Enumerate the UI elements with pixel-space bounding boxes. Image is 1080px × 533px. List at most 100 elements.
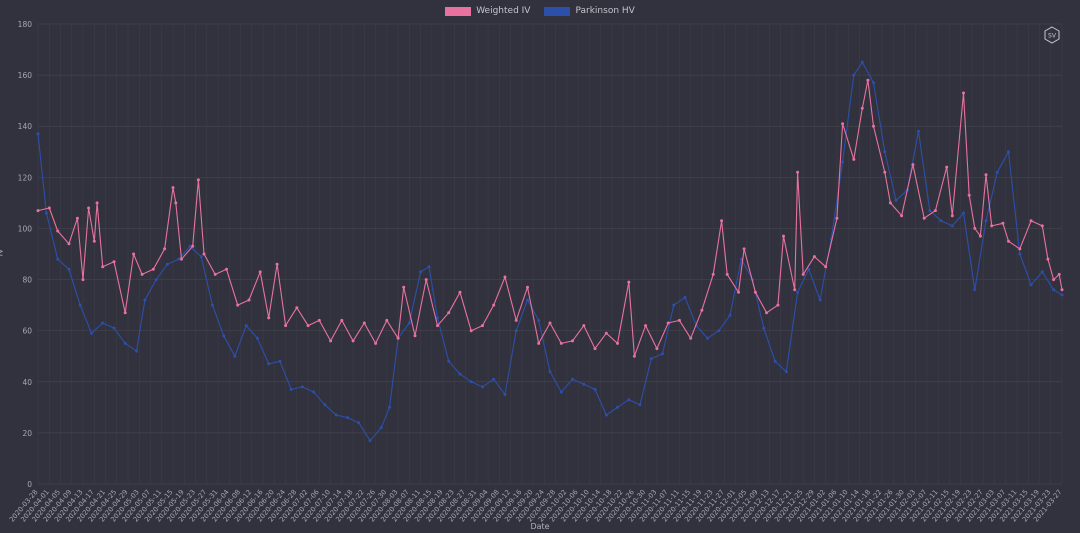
data-point-weighted-iv[interactable]: [123, 311, 127, 315]
data-point-weighted-iv[interactable]: [458, 290, 462, 294]
data-point-weighted-iv[interactable]: [548, 321, 552, 325]
data-point-parkinson-hv[interactable]: [973, 288, 977, 292]
data-point-weighted-iv[interactable]: [753, 290, 757, 294]
data-point-parkinson-hv[interactable]: [616, 405, 619, 409]
data-point-weighted-iv[interactable]: [436, 324, 439, 328]
data-point-weighted-iv[interactable]: [950, 214, 954, 218]
data-point-parkinson-hv[interactable]: [56, 257, 60, 261]
data-point-weighted-iv[interactable]: [1018, 247, 1022, 251]
data-point-parkinson-hv[interactable]: [739, 257, 743, 261]
data-point-parkinson-hv[interactable]: [773, 359, 777, 363]
data-point-weighted-iv[interactable]: [582, 324, 586, 328]
data-point-weighted-iv[interactable]: [47, 206, 51, 210]
data-point-parkinson-hv[interactable]: [458, 372, 462, 376]
data-point-weighted-iv[interactable]: [677, 318, 681, 322]
data-point-weighted-iv[interactable]: [362, 321, 366, 325]
data-point-weighted-iv[interactable]: [559, 341, 563, 345]
data-point-weighted-iv[interactable]: [866, 78, 870, 82]
data-point-parkinson-hv[interactable]: [210, 303, 214, 307]
data-point-weighted-iv[interactable]: [492, 303, 496, 307]
data-point-weighted-iv[interactable]: [87, 206, 91, 210]
data-point-weighted-iv[interactable]: [236, 303, 240, 307]
data-point-weighted-iv[interactable]: [984, 173, 988, 177]
data-point-parkinson-hv[interactable]: [683, 295, 687, 299]
data-point-parkinson-hv[interactable]: [1029, 283, 1033, 287]
data-point-weighted-iv[interactable]: [962, 91, 965, 95]
data-point-parkinson-hv[interactable]: [427, 265, 431, 269]
data-point-parkinson-hv[interactable]: [1060, 293, 1064, 297]
data-point-weighted-iv[interactable]: [317, 318, 321, 322]
data-point-weighted-iv[interactable]: [481, 324, 484, 328]
data-point-weighted-iv[interactable]: [801, 272, 805, 276]
data-point-weighted-iv[interactable]: [329, 339, 333, 343]
data-point-parkinson-hv[interactable]: [841, 160, 845, 164]
data-point-parkinson-hv[interactable]: [244, 324, 248, 328]
data-point-parkinson-hv[interactable]: [419, 270, 423, 274]
data-point-parkinson-hv[interactable]: [143, 298, 147, 302]
data-point-weighted-iv[interactable]: [860, 106, 864, 110]
data-point-parkinson-hv[interactable]: [638, 403, 642, 407]
data-point-weighted-iv[interactable]: [196, 178, 200, 182]
data-point-parkinson-hv[interactable]: [762, 326, 766, 330]
data-point-parkinson-hv[interactable]: [852, 73, 856, 77]
data-point-weighted-iv[interactable]: [67, 242, 71, 246]
data-point-weighted-iv[interactable]: [655, 347, 659, 351]
data-point-parkinson-hv[interactable]: [112, 326, 116, 330]
data-point-weighted-iv[interactable]: [514, 318, 518, 322]
data-point-parkinson-hv[interactable]: [289, 387, 293, 391]
data-point-weighted-iv[interactable]: [402, 285, 406, 289]
data-point-weighted-iv[interactable]: [711, 272, 715, 276]
data-point-weighted-iv[interactable]: [793, 288, 797, 292]
data-point-parkinson-hv[interactable]: [447, 359, 451, 363]
data-point-weighted-iv[interactable]: [385, 318, 389, 322]
data-point-parkinson-hv[interactable]: [346, 416, 349, 420]
data-point-parkinson-hv[interactable]: [883, 150, 887, 154]
data-point-parkinson-hv[interactable]: [571, 377, 574, 381]
data-point-weighted-iv[interactable]: [571, 339, 574, 343]
data-point-weighted-iv[interactable]: [593, 347, 597, 351]
data-point-weighted-iv[interactable]: [1040, 224, 1044, 228]
data-point-weighted-iv[interactable]: [666, 321, 670, 325]
data-point-parkinson-hv[interactable]: [1018, 252, 1022, 256]
data-point-parkinson-hv[interactable]: [436, 316, 439, 320]
data-point-weighted-iv[interactable]: [92, 239, 96, 243]
data-point-weighted-iv[interactable]: [835, 216, 839, 220]
data-point-weighted-iv[interactable]: [922, 216, 926, 220]
data-point-weighted-iv[interactable]: [967, 193, 971, 197]
data-point-weighted-iv[interactable]: [174, 201, 178, 205]
data-point-parkinson-hv[interactable]: [36, 132, 40, 136]
data-point-parkinson-hv[interactable]: [661, 352, 664, 356]
data-point-weighted-iv[interactable]: [413, 334, 417, 338]
data-point-parkinson-hv[interactable]: [928, 209, 932, 213]
data-point-parkinson-hv[interactable]: [199, 255, 203, 259]
data-point-weighted-iv[interactable]: [872, 124, 875, 128]
data-point-weighted-iv[interactable]: [95, 201, 99, 205]
data-point-weighted-iv[interactable]: [644, 324, 648, 328]
data-point-weighted-iv[interactable]: [75, 216, 79, 220]
data-point-parkinson-hv[interactable]: [1040, 270, 1044, 274]
data-point-weighted-iv[interactable]: [852, 157, 856, 161]
data-point-parkinson-hv[interactable]: [233, 354, 237, 358]
data-point-weighted-iv[interactable]: [616, 341, 619, 345]
data-point-parkinson-hv[interactable]: [1007, 150, 1010, 154]
data-point-parkinson-hv[interactable]: [357, 421, 361, 425]
data-point-weighted-iv[interactable]: [151, 267, 155, 271]
data-point-parkinson-hv[interactable]: [188, 244, 192, 248]
data-point-weighted-iv[interactable]: [537, 341, 541, 345]
data-point-weighted-iv[interactable]: [396, 336, 400, 340]
data-point-weighted-iv[interactable]: [180, 257, 183, 261]
data-point-weighted-iv[interactable]: [812, 255, 816, 259]
data-point-weighted-iv[interactable]: [374, 341, 378, 345]
data-point-weighted-iv[interactable]: [36, 209, 40, 213]
data-point-weighted-iv[interactable]: [933, 209, 937, 213]
data-point-parkinson-hv[interactable]: [177, 257, 181, 261]
data-point-weighted-iv[interactable]: [973, 226, 977, 230]
data-point-weighted-iv[interactable]: [742, 247, 746, 251]
data-point-weighted-iv[interactable]: [841, 122, 845, 126]
data-point-weighted-iv[interactable]: [213, 272, 217, 276]
data-point-weighted-iv[interactable]: [1001, 221, 1005, 225]
data-point-parkinson-hv[interactable]: [379, 426, 383, 430]
data-point-parkinson-hv[interactable]: [894, 198, 898, 202]
data-point-parkinson-hv[interactable]: [939, 219, 943, 223]
data-point-weighted-iv[interactable]: [140, 272, 144, 276]
